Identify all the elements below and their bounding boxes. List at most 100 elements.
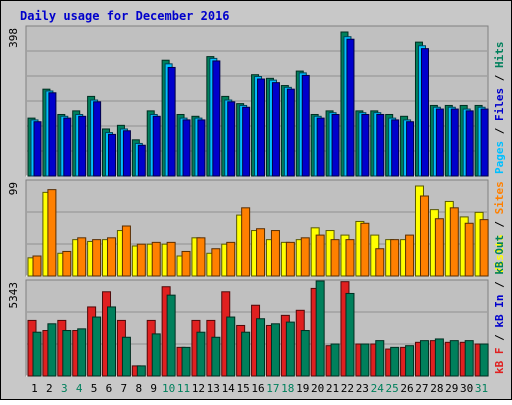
bar-pages-day-4 xyxy=(78,115,87,177)
chart-title: Daily usage for December 2016 xyxy=(20,9,230,23)
bar-kb-in-day-2 xyxy=(47,323,57,377)
bar-kb-in-day-17 xyxy=(270,323,280,377)
bar-pages-day-19 xyxy=(301,74,310,177)
bar-pages-day-1 xyxy=(33,121,42,177)
bar-kb-in-day-29 xyxy=(449,340,459,377)
bar-pages-day-31 xyxy=(480,108,489,177)
bar-kb-in-day-5 xyxy=(92,316,102,377)
bar-sites-day-25 xyxy=(390,239,400,277)
x-tick-label: 22 xyxy=(341,382,354,395)
bar-pages-day-23 xyxy=(361,113,370,177)
legend-entry: Sites xyxy=(493,181,506,214)
bar-kb-in-day-15 xyxy=(241,331,251,377)
x-tick-label: 13 xyxy=(207,382,220,395)
x-tick-label: 15 xyxy=(236,382,249,395)
x-tick-label: 11 xyxy=(177,382,190,395)
bar-kb-in-day-30 xyxy=(464,340,474,377)
bar-kb-in-day-19 xyxy=(300,330,310,377)
x-tick-label: 2 xyxy=(46,382,53,395)
panel-legend: Pages / Files / Hits xyxy=(493,42,506,175)
bar-sites-day-9 xyxy=(151,241,161,277)
x-tick-label: 10 xyxy=(162,382,175,395)
bar-pages-day-3 xyxy=(63,117,72,177)
bar-sites-day-2 xyxy=(47,189,57,277)
x-axis-labels: 1 2 3 4 5 6 7 8 9 10 11 12 13 14 15 16 17 18 19 20 21 22 23 24 2… xyxy=(31,382,488,395)
bar-pages-day-20 xyxy=(316,117,325,177)
x-tick-label: 16 xyxy=(251,382,264,395)
bar-kb-in-day-14 xyxy=(226,316,236,377)
bar-kb-in-day-11 xyxy=(181,346,191,377)
bar-kb-in-day-1 xyxy=(32,331,42,377)
bar-kb-in-day-6 xyxy=(107,306,117,377)
x-tick-label: 31 xyxy=(475,382,488,395)
panel-hits-files-pages: 398 Pages / Files / Hits xyxy=(7,25,506,177)
x-tick-label: 18 xyxy=(281,382,294,395)
bar-pages-day-28 xyxy=(435,108,444,177)
legend-entry: / xyxy=(493,68,506,88)
bar-sites-day-12 xyxy=(196,237,206,277)
bar-kb-in-day-16 xyxy=(256,318,266,377)
bar-sites-day-10 xyxy=(166,241,176,277)
bar-sites-day-3 xyxy=(62,250,72,277)
bar-pages-day-25 xyxy=(391,119,400,177)
bar-sites-day-18 xyxy=(285,241,295,277)
x-tick-label: 25 xyxy=(386,382,399,395)
legend-entry: Files xyxy=(493,88,506,121)
panel-visits-sites: 99 Visits / Sites xyxy=(7,179,506,277)
x-tick-label: 29 xyxy=(445,382,458,395)
bar-kb-in-day-10 xyxy=(166,294,176,377)
bar-kb-in-day-9 xyxy=(151,333,161,377)
x-tick-label: 12 xyxy=(192,382,205,395)
legend-entry: kB Out xyxy=(493,235,506,275)
x-tick-label: 24 xyxy=(371,382,385,395)
bar-sites-day-26 xyxy=(405,234,415,277)
bar-kb-in-day-26 xyxy=(405,345,415,377)
bar-sites-day-29 xyxy=(449,207,459,277)
x-tick-label: 4 xyxy=(76,382,83,395)
bar-kb-in-day-24 xyxy=(375,340,385,377)
bar-kb-in-day-31 xyxy=(479,343,489,377)
legend-entry: Pages xyxy=(493,141,506,174)
bar-pages-day-21 xyxy=(331,113,340,177)
bar-kb-in-day-23 xyxy=(360,343,370,377)
bar-sites-day-16 xyxy=(256,228,266,277)
bar-sites-day-20 xyxy=(315,234,325,277)
bar-pages-day-18 xyxy=(286,88,295,177)
bar-sites-day-4 xyxy=(77,237,87,277)
x-tick-label: 9 xyxy=(150,382,157,395)
bar-sites-day-27 xyxy=(419,195,429,277)
bar-pages-day-29 xyxy=(450,108,459,177)
bar-kb-in-day-3 xyxy=(62,330,72,377)
x-tick-label: 30 xyxy=(460,382,473,395)
bar-pages-day-16 xyxy=(257,78,266,177)
panel-kb-f-in-out: 5343 kB F / kB In / kB Out xyxy=(7,235,506,377)
bar-sites-day-22 xyxy=(345,239,355,277)
x-tick-label: 26 xyxy=(400,382,413,395)
bar-kb-in-day-12 xyxy=(196,331,206,377)
legend-entry: kB In xyxy=(493,295,506,328)
bar-pages-day-5 xyxy=(93,101,102,177)
bar-pages-day-15 xyxy=(242,106,251,177)
bar-pages-day-2 xyxy=(48,92,57,177)
bar-kb-in-day-8 xyxy=(136,365,146,377)
bar-pages-day-24 xyxy=(376,113,385,177)
x-tick-label: 1 xyxy=(31,382,38,395)
bar-pages-day-30 xyxy=(465,110,474,177)
bar-kb-in-day-4 xyxy=(77,328,87,377)
bar-pages-day-9 xyxy=(152,115,161,177)
bar-pages-day-10 xyxy=(167,66,176,177)
panel-max-label: 398 xyxy=(7,28,20,48)
bar-kb-in-day-28 xyxy=(434,338,444,377)
panel-max-label: 5343 xyxy=(7,282,20,309)
x-tick-label: 20 xyxy=(311,382,324,395)
bar-sites-day-21 xyxy=(330,239,340,277)
bar-kb-in-day-21 xyxy=(330,343,340,377)
x-tick-label: 6 xyxy=(106,382,113,395)
bar-pages-day-17 xyxy=(271,82,280,177)
panel-legend: Visits / Sites xyxy=(493,181,506,274)
bar-pages-day-26 xyxy=(406,121,415,177)
bar-sites-day-8 xyxy=(136,243,146,277)
